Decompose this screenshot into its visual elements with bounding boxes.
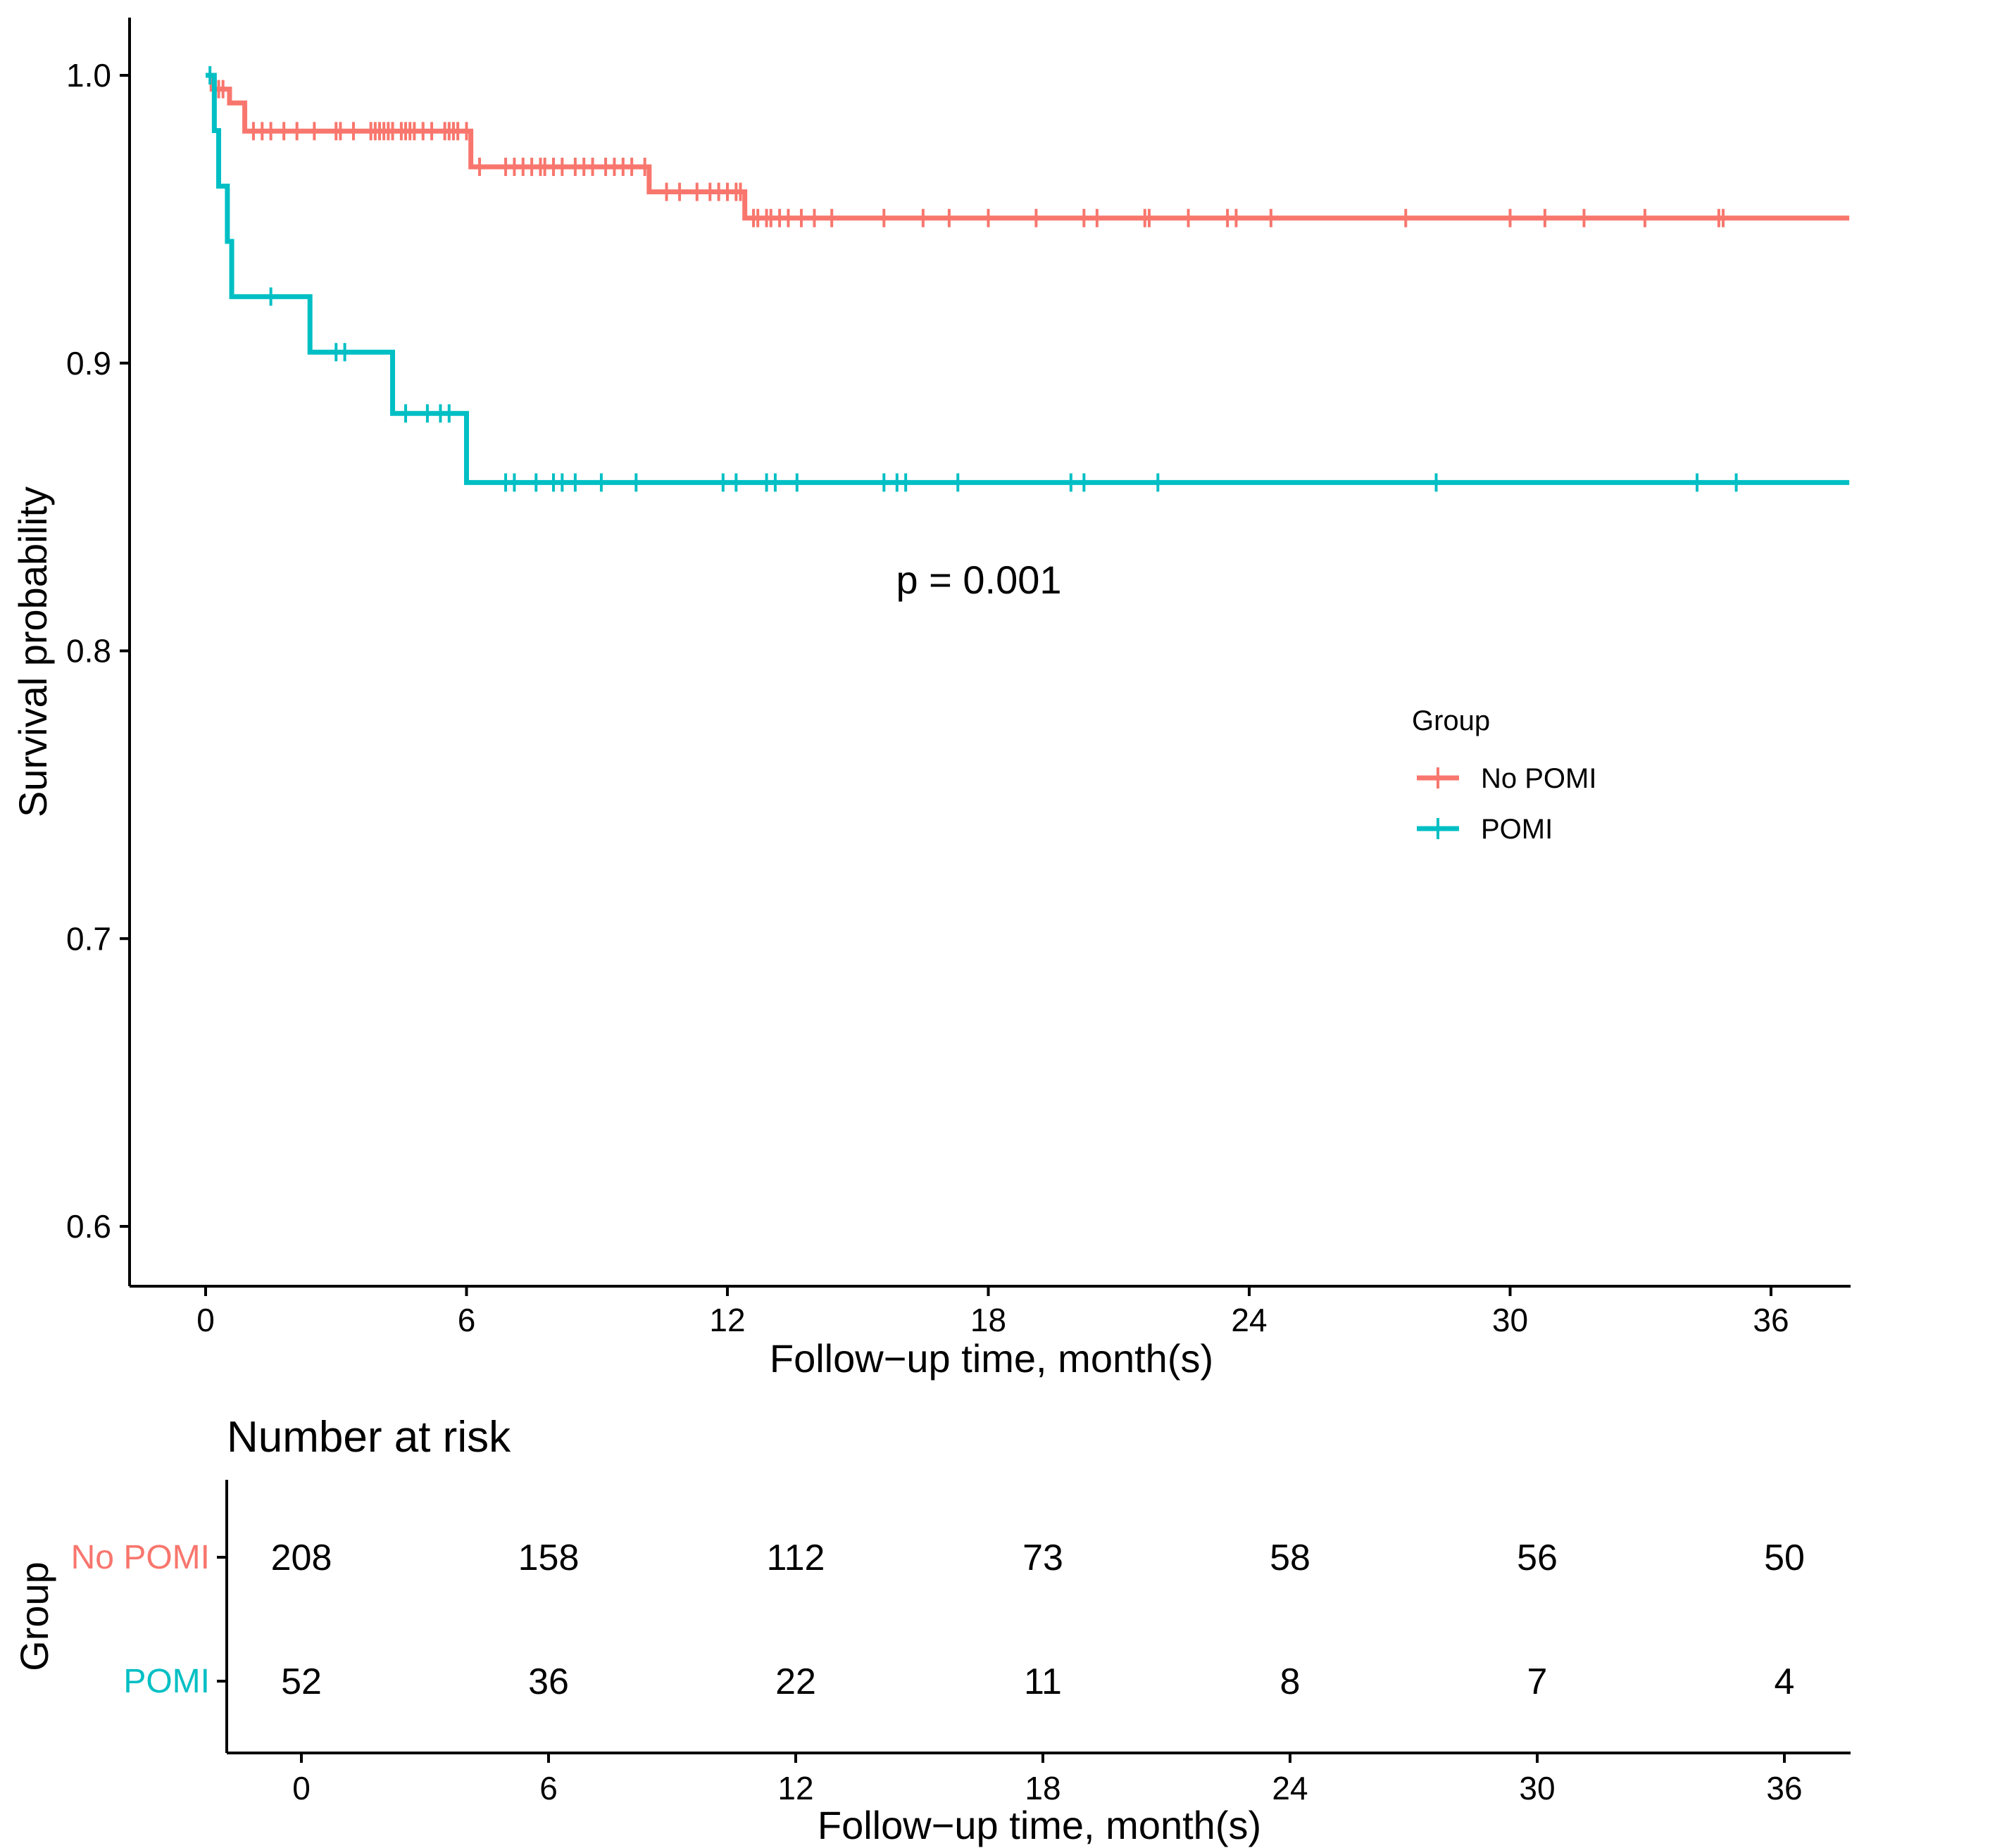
legend-label-no-pomi: No POMI [1481, 763, 1596, 794]
risk-count-no-pomi: 58 [1270, 1538, 1310, 1578]
risk-count-pomi: 8 [1280, 1661, 1301, 1702]
risk-x-axis-title: Follow−up time, month(s) [818, 1803, 1261, 1847]
risk-x-tick-label: 12 [777, 1770, 813, 1806]
risk-y-axis-title: Group [12, 1561, 56, 1671]
risk-count-no-pomi: 56 [1517, 1538, 1558, 1578]
risk-rows: No POMI 208 158 112 73 58 56 50 POMI 52 36 22 11 8 7 4 [71, 1538, 1805, 1702]
legend-items: No POMI POMI [1417, 763, 1596, 845]
km-plot: 0.6 0.7 0.8 0.9 1.0 0 6 12 18 24 30 36 Survival pr… [11, 18, 1851, 1381]
risk-table-title: Number at risk [227, 1413, 511, 1462]
risk-count-no-pomi: 158 [518, 1538, 580, 1578]
risk-row-label-no-pomi: No POMI [71, 1539, 210, 1576]
x-tick-label: 18 [970, 1302, 1006, 1338]
x-tick-label: 0 [196, 1302, 215, 1338]
risk-count-pomi: 22 [775, 1661, 816, 1702]
km-curve-pomi [206, 73, 1850, 485]
risk-count-pomi: 4 [1775, 1661, 1795, 1702]
risk-row-label-pomi: POMI [123, 1663, 210, 1700]
p-value-annotation: p = 0.001 [896, 558, 1061, 602]
km-curves [206, 66, 1850, 492]
x-tick-label: 30 [1492, 1302, 1528, 1338]
legend-label-pomi: POMI [1481, 814, 1553, 845]
risk-count-no-pomi: 73 [1022, 1538, 1063, 1578]
risk-table: Number at risk Group Follow−up time, mon… [12, 1413, 1851, 1847]
risk-x-tick-label: 0 [292, 1770, 311, 1806]
y-tick-label: 0.7 [66, 920, 111, 957]
x-tick-label: 12 [709, 1302, 745, 1338]
x-tick-label: 6 [458, 1302, 476, 1338]
risk-count-pomi: 7 [1527, 1661, 1548, 1702]
risk-x-tick-label: 18 [1025, 1770, 1060, 1806]
y-tick-label: 0.6 [66, 1208, 111, 1245]
risk-count-no-pomi: 50 [1764, 1538, 1805, 1578]
y-tick-label: 0.9 [66, 345, 111, 382]
x-tick-label: 36 [1753, 1302, 1789, 1338]
x-axis-title: Follow−up time, month(s) [770, 1336, 1213, 1381]
risk-x-tick-label: 6 [539, 1770, 558, 1806]
risk-x-tick-label: 36 [1766, 1770, 1802, 1806]
y-tick-label: 1.0 [66, 57, 111, 94]
risk-x-tick-label: 30 [1519, 1770, 1555, 1806]
risk-count-no-pomi: 208 [271, 1538, 332, 1578]
legend-title: Group [1412, 705, 1490, 736]
y-ticks: 0.6 0.7 0.8 0.9 1.0 [66, 57, 130, 1245]
y-axis-title: Survival probability [11, 486, 55, 817]
risk-count-pomi: 36 [528, 1661, 569, 1702]
risk-count-pomi: 11 [1024, 1661, 1062, 1702]
risk-count-pomi: 52 [281, 1661, 322, 1702]
risk-count-no-pomi: 112 [767, 1538, 825, 1578]
km-curve-no-pomi [206, 73, 1850, 221]
legend: Group No POMI POMI [1412, 705, 1596, 845]
y-tick-label: 0.8 [66, 633, 111, 670]
risk-x-ticks: 0 6 12 18 24 30 36 [292, 1753, 1803, 1806]
risk-x-tick-label: 24 [1272, 1770, 1308, 1806]
x-tick-label: 24 [1231, 1302, 1267, 1338]
x-ticks: 0 6 12 18 24 30 36 [196, 1286, 1789, 1338]
